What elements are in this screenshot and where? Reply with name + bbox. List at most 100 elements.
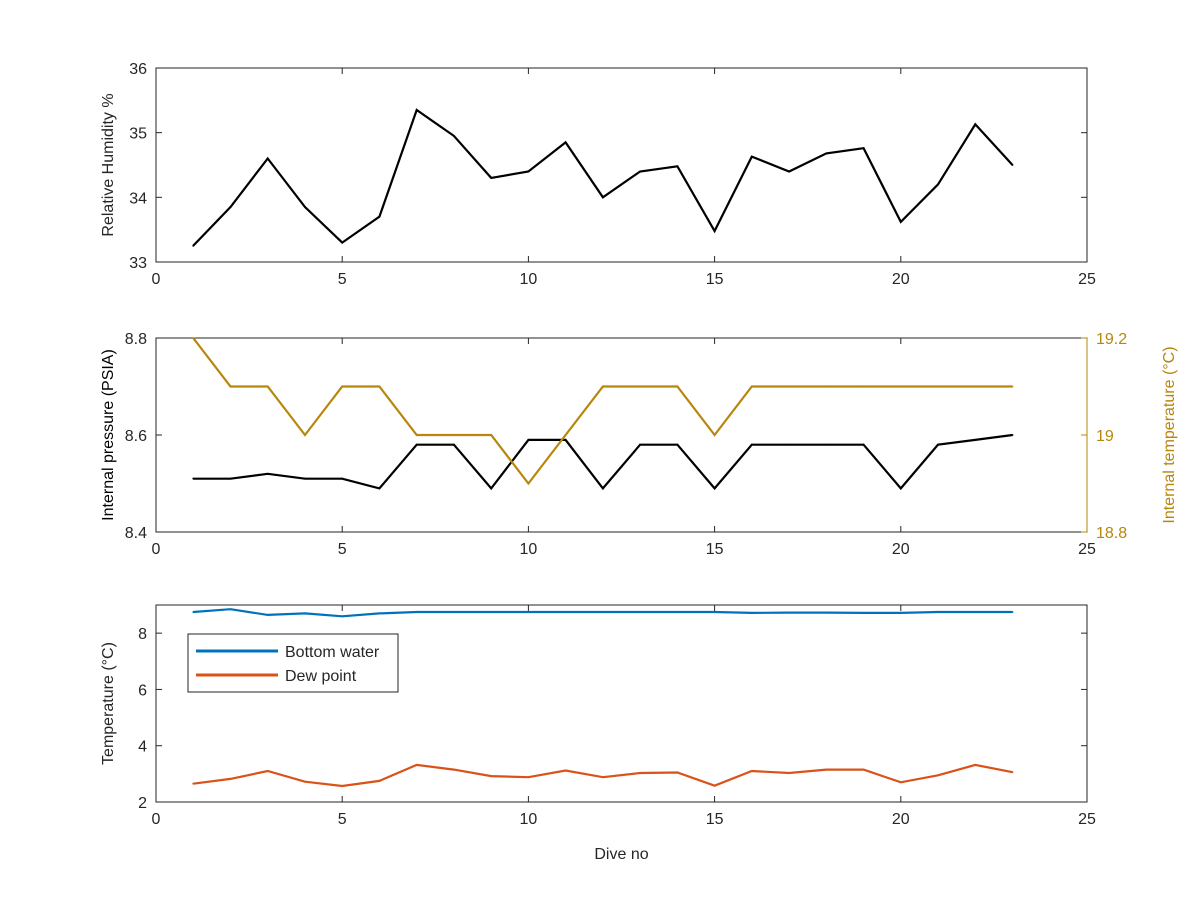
data-point — [899, 487, 902, 490]
data-point — [937, 385, 939, 388]
data-point — [825, 385, 828, 388]
series-2-group — [192, 763, 1014, 788]
data-point — [899, 781, 902, 784]
data-point — [304, 477, 306, 480]
data-point — [341, 385, 344, 388]
data-point — [639, 170, 642, 173]
y-right-tick-label: 19.2 — [1096, 331, 1127, 348]
data-point — [750, 155, 753, 158]
data-point — [788, 170, 790, 173]
data-point — [229, 477, 232, 480]
y-tick-label: 2 — [138, 795, 147, 812]
data-point — [453, 768, 455, 771]
data-point — [788, 611, 790, 614]
x-tick-label: 5 — [338, 271, 347, 288]
data-point — [862, 611, 865, 614]
data-point — [192, 244, 195, 247]
data-point — [527, 776, 530, 779]
series-1-group — [192, 433, 1014, 491]
data-point — [453, 434, 455, 436]
data-point — [415, 443, 418, 446]
legend-label: Bottom water — [285, 644, 380, 661]
data-point — [750, 611, 753, 614]
panel-2: 0 5 10 15 20 25 8.4 8.6 8.8 18.8 19 19.2 Internal te… — [100, 331, 1178, 558]
data-point — [825, 768, 828, 771]
x-tick-label: 25 — [1078, 541, 1096, 558]
data-point — [1011, 434, 1014, 436]
data-point — [266, 613, 269, 616]
data-point — [527, 438, 530, 441]
data-point — [490, 487, 493, 490]
x-tick-label: 15 — [706, 271, 724, 288]
data-point — [788, 443, 790, 446]
data-point — [601, 196, 604, 199]
data-point — [229, 206, 232, 208]
y-tick-label: 8.4 — [125, 525, 147, 542]
data-point — [937, 443, 939, 446]
y-tick-label: 34 — [129, 190, 147, 207]
data-point — [862, 443, 865, 446]
plot-area-1 — [155, 67, 1088, 263]
data-point — [378, 779, 381, 782]
data-point — [229, 608, 232, 611]
x-tick-label: 20 — [892, 541, 910, 558]
data-point — [304, 780, 306, 783]
data-point — [564, 438, 567, 441]
data-point — [825, 152, 828, 155]
legend: Bottom water Dew point — [187, 633, 399, 693]
data-point — [713, 230, 716, 232]
data-point — [453, 135, 455, 137]
data-point — [415, 763, 418, 766]
series-2-group — [192, 337, 1014, 486]
data-point — [266, 472, 269, 475]
panel-3: 0 5 10 15 20 25 2 4 6 8 Temperature (°C) Dive no Bot… — [100, 604, 1096, 863]
data-point — [341, 241, 344, 244]
data-point — [676, 165, 679, 168]
data-point — [192, 337, 195, 339]
data-point — [974, 438, 977, 441]
y-tick-label: 8 — [138, 626, 147, 643]
y-right-tick-label: 18.8 — [1096, 525, 1127, 542]
data-point — [564, 769, 567, 772]
y-tick-label: 8.6 — [125, 428, 147, 445]
x-tick-label: 25 — [1078, 271, 1096, 288]
data-point — [229, 385, 232, 388]
y-tick-label: 4 — [138, 739, 147, 756]
data-point — [453, 611, 455, 613]
data-point — [304, 434, 306, 436]
x-tick-label: 20 — [892, 811, 910, 828]
data-point — [899, 385, 902, 388]
panel-1: 0 5 10 15 20 25 33 34 35 36 Relative Humidity % — [100, 61, 1096, 288]
data-point — [378, 215, 381, 218]
data-point — [974, 385, 977, 388]
data-point — [490, 177, 493, 179]
data-point — [490, 775, 493, 778]
data-point — [974, 611, 977, 613]
data-point — [974, 763, 977, 766]
data-point — [676, 443, 679, 446]
data-point — [639, 385, 642, 388]
x-tick-label: 5 — [338, 811, 347, 828]
data-point — [1011, 385, 1014, 388]
series-1-group — [192, 608, 1014, 618]
data-point — [192, 477, 195, 480]
x-tick-label: 10 — [520, 541, 538, 558]
data-point — [229, 778, 232, 780]
data-point — [899, 611, 902, 614]
data-point — [341, 477, 344, 480]
data-point — [974, 123, 977, 126]
data-point — [937, 611, 939, 613]
x-tick-label: 15 — [706, 811, 724, 828]
x-tick-label: 5 — [338, 541, 347, 558]
data-point — [453, 443, 455, 446]
x-tick-label: 25 — [1078, 811, 1096, 828]
y-axis-label: Temperature (°C) — [100, 642, 117, 765]
data-point — [564, 611, 567, 613]
legend-label: Dew point — [285, 668, 357, 685]
data-point — [192, 782, 195, 785]
x-tick-label: 10 — [520, 271, 538, 288]
x-tick-label: 0 — [152, 811, 161, 828]
plot-area-3 — [155, 604, 1088, 803]
